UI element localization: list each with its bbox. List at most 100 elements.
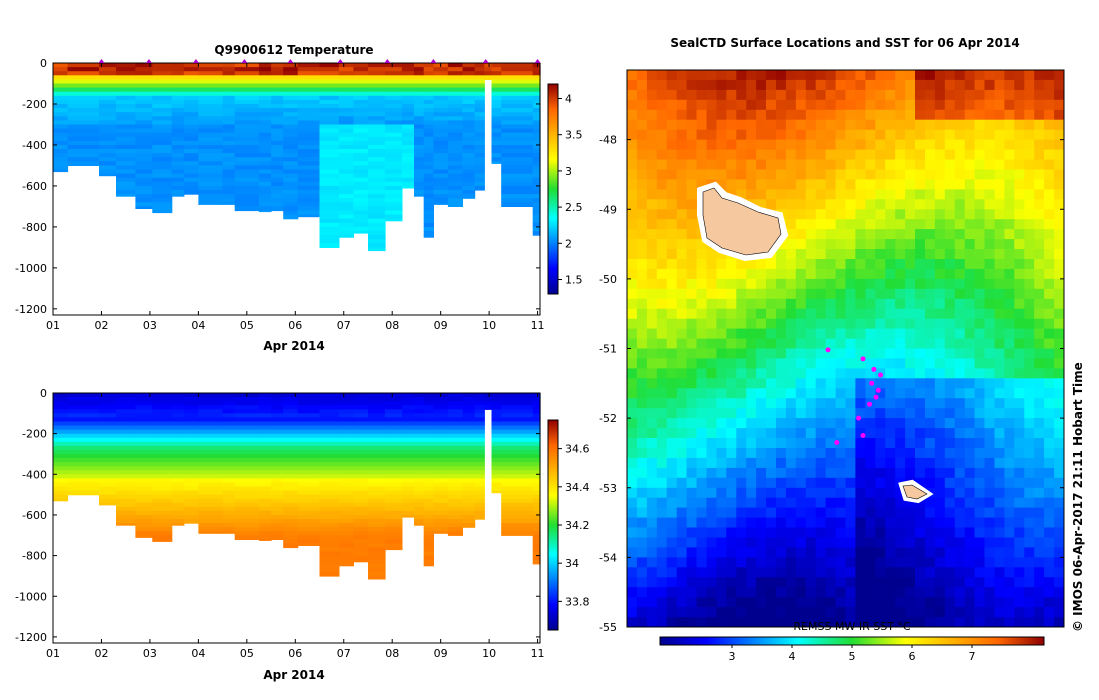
section-cell [222, 116, 236, 121]
section-cell [353, 462, 369, 467]
sst-cell [646, 288, 658, 300]
y-tick-label: -200 [22, 428, 47, 441]
section-cell [447, 401, 463, 406]
section-cell [462, 401, 476, 406]
section-cell [384, 202, 403, 207]
sst-cell [726, 159, 737, 170]
section-cell [171, 393, 185, 398]
section-cell [447, 393, 463, 398]
sst-cell [865, 338, 876, 349]
section-cell [353, 116, 369, 121]
section-cell [353, 120, 369, 126]
section-cell [152, 397, 173, 402]
section-cell [368, 543, 386, 549]
sst-cell [845, 328, 856, 339]
section-cell [532, 108, 541, 113]
sst-cell [915, 169, 926, 180]
section-cell [319, 515, 340, 520]
sst-cell [1024, 278, 1035, 290]
section-cell [258, 132, 272, 138]
sst-cell [785, 318, 797, 330]
section-cell [338, 149, 354, 154]
sst-cell [835, 89, 846, 101]
sst-cell [696, 477, 707, 489]
section-cell [67, 112, 100, 117]
section-cell [297, 104, 321, 109]
sst-cell [766, 378, 777, 389]
section-cell [258, 104, 272, 109]
section-cell [447, 104, 463, 109]
sst-cell [974, 129, 985, 141]
sst-cell [835, 587, 846, 598]
sst-cell [885, 348, 896, 359]
sst-cell [646, 467, 658, 479]
sst-cell [766, 527, 777, 538]
sst-cell [627, 497, 638, 509]
sst-cell [855, 428, 866, 439]
section-cell [198, 136, 224, 142]
sst-cell [835, 487, 846, 499]
sst-cell [656, 438, 668, 449]
sst-cell [805, 338, 817, 349]
section-cell [319, 173, 340, 179]
sst-cell [815, 617, 827, 628]
sst-cell [1004, 308, 1015, 320]
section-cell [116, 194, 136, 197]
sst-cell [855, 338, 866, 349]
section-cell [353, 153, 369, 158]
sst-cell [964, 70, 976, 81]
sst-cell [875, 70, 886, 81]
section-cell [384, 445, 403, 451]
section-cell [271, 202, 284, 207]
sst-cell [795, 398, 807, 409]
sst-cell [716, 467, 727, 479]
sst-cell [934, 368, 946, 379]
sst-cell [726, 348, 737, 359]
section-cell [338, 132, 354, 138]
sst-cell [736, 149, 747, 160]
sst-cell [756, 298, 767, 310]
sst-cell [636, 249, 648, 260]
sst-cell [1034, 229, 1045, 240]
section-cell [401, 83, 415, 89]
section-cell [532, 559, 541, 565]
section-cell [447, 515, 463, 520]
sst-cell [905, 119, 916, 131]
sst-cell [746, 507, 757, 518]
sst-cell [676, 547, 688, 558]
section-cell [283, 83, 299, 89]
sst-cell [1014, 438, 1025, 449]
section-cell [491, 63, 502, 68]
sst-cell [785, 597, 797, 608]
section-cell [171, 63, 185, 68]
section-cell [491, 405, 502, 410]
sst-cell [1024, 398, 1035, 409]
section-cell [183, 185, 199, 191]
sst-cell [1014, 79, 1025, 91]
section-cell [271, 397, 284, 402]
section-cell [99, 409, 117, 414]
section-cell [532, 466, 541, 471]
sst-cell [776, 457, 787, 469]
section-cell [234, 116, 260, 121]
sst-cell [885, 418, 896, 429]
sst-cell [736, 259, 747, 270]
section-cell [353, 83, 369, 89]
sst-cell [736, 169, 747, 180]
sst-cell [875, 249, 886, 260]
section-cell [135, 433, 153, 439]
section-cell [171, 75, 185, 80]
sst-cell [1054, 398, 1065, 409]
section-cell [474, 181, 485, 187]
section-cell [414, 149, 425, 154]
sst-cell [1024, 378, 1035, 389]
section-cell [501, 95, 534, 101]
sst-cell [815, 219, 827, 230]
sst-cell [835, 398, 846, 409]
sst-cell [766, 99, 777, 111]
sst-cell [795, 119, 807, 131]
sst-cell [905, 587, 916, 598]
section-cell [99, 112, 117, 117]
section-cell [462, 393, 476, 398]
section-cell [338, 506, 354, 512]
